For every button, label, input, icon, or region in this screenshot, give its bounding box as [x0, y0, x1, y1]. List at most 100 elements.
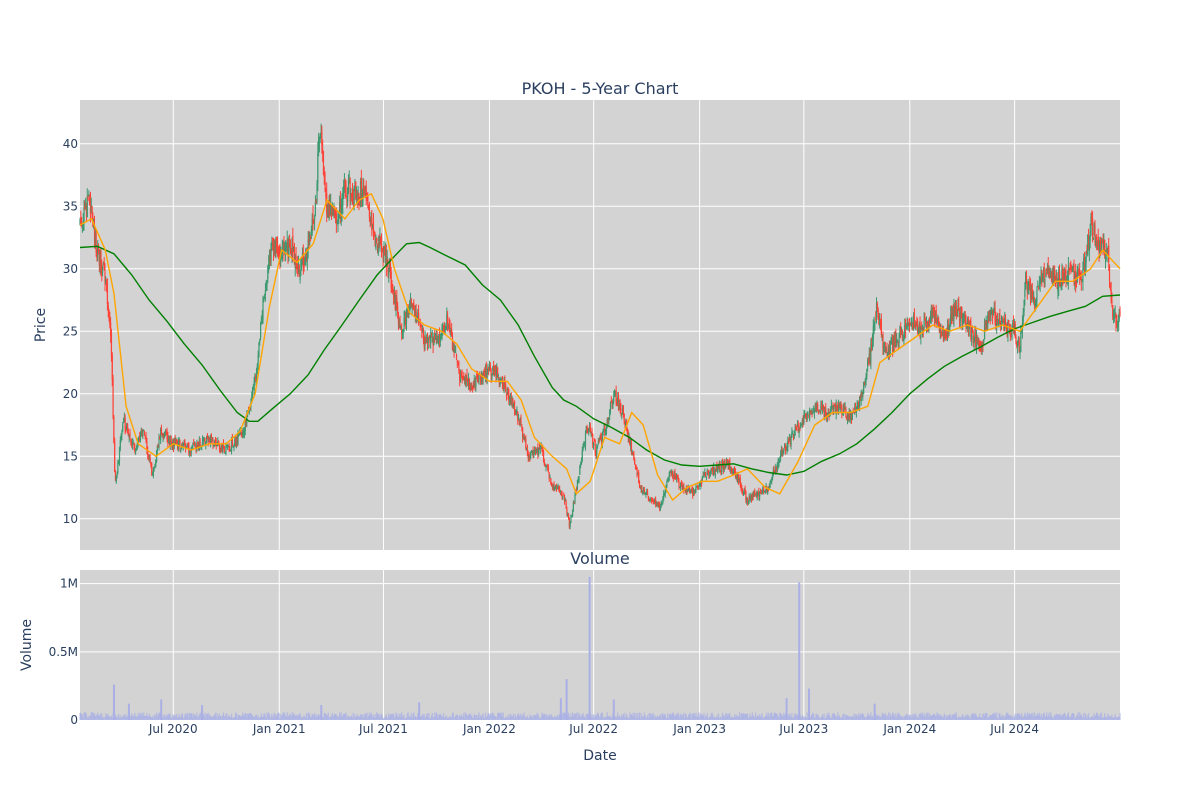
volume-bar	[197, 718, 199, 720]
volume-bar	[813, 717, 816, 720]
candle-body	[1017, 341, 1019, 347]
volume-bar	[306, 718, 308, 720]
volume-bar	[432, 717, 434, 720]
volume-bar	[98, 715, 100, 720]
volume-bar	[655, 716, 657, 720]
volume-bar	[84, 712, 86, 720]
candle-body	[446, 314, 448, 328]
volume-bar	[1108, 715, 1110, 720]
candle-body	[259, 340, 261, 343]
candle-body	[834, 404, 836, 408]
volume-bar	[405, 717, 408, 720]
candle-body	[1062, 271, 1064, 277]
volume-bar	[658, 717, 660, 720]
candle-body	[1053, 272, 1055, 282]
volume-bar	[118, 713, 120, 720]
candle-body	[538, 447, 540, 454]
volume-bar	[567, 714, 569, 720]
candle-body	[314, 217, 316, 220]
candle-body	[877, 309, 879, 318]
candle-body	[110, 334, 113, 357]
candle-body	[444, 327, 446, 332]
volume-plot-area[interactable]	[80, 570, 1120, 720]
candle-body	[455, 354, 458, 360]
candle-body	[871, 343, 873, 349]
candle-body	[1000, 321, 1003, 325]
volume-bar	[902, 718, 904, 720]
volume-bar	[834, 714, 836, 720]
volume-bar	[717, 713, 720, 720]
candle-body	[819, 410, 821, 412]
volume-bar	[569, 716, 571, 720]
volume-bar	[227, 716, 229, 720]
candle-body	[827, 412, 829, 414]
candle-body	[319, 134, 321, 139]
volume-bar	[88, 715, 90, 720]
volume-bar	[538, 715, 540, 720]
candle-body	[1046, 269, 1048, 271]
candle-body	[425, 338, 427, 342]
candle-body	[502, 382, 504, 389]
volume-bar	[426, 713, 429, 720]
candle-body	[530, 450, 533, 452]
volume-bar	[516, 716, 518, 720]
volume-bar	[272, 718, 274, 720]
candle-body	[576, 488, 578, 490]
volume-bar	[990, 714, 992, 720]
volume-bar	[381, 715, 383, 720]
volume-bar	[362, 717, 364, 720]
volume-bar	[309, 717, 312, 720]
volume-bar	[761, 713, 763, 720]
volume-bar	[135, 716, 138, 720]
candle-body	[773, 469, 775, 473]
volume-bar	[166, 714, 168, 720]
candle-body	[179, 440, 181, 450]
volume-bar	[280, 714, 282, 720]
volume-bar	[623, 716, 625, 720]
candle-body	[349, 178, 351, 198]
volume-bar	[233, 717, 235, 720]
volume-bar	[582, 713, 584, 720]
candle-body	[454, 350, 456, 352]
candle-body	[696, 485, 699, 488]
candle-body	[230, 439, 233, 451]
volume-bar	[571, 717, 573, 720]
volume-bar	[646, 714, 649, 720]
volume-bar	[782, 715, 784, 720]
candle-body	[326, 193, 328, 214]
candle-body	[1087, 236, 1090, 248]
candle-body	[563, 494, 566, 502]
candle-body	[558, 487, 560, 490]
candle-body	[980, 347, 982, 349]
volume-bar	[253, 716, 255, 720]
candle-body	[430, 335, 432, 344]
candle-body	[388, 265, 391, 272]
price-plot-area[interactable]	[80, 100, 1120, 550]
volume-bar	[575, 714, 577, 720]
candle-body	[994, 307, 996, 322]
volume-bar	[384, 717, 386, 720]
candle-body	[393, 293, 395, 299]
candle-body	[125, 428, 127, 430]
volume-bar	[934, 715, 936, 720]
candle-body	[293, 247, 295, 251]
candle-body	[1099, 242, 1101, 254]
volume-bar	[385, 714, 387, 720]
volume-bar	[412, 714, 414, 720]
volume-bar	[515, 717, 517, 720]
volume-bar	[401, 712, 403, 720]
candle-body	[1075, 271, 1077, 284]
volume-bar	[555, 717, 557, 720]
candle-body	[488, 364, 491, 371]
candle-body	[653, 501, 655, 504]
candle-body	[875, 319, 877, 320]
candle-body	[1076, 270, 1078, 283]
volume-bar	[1111, 714, 1113, 720]
candle-body	[634, 466, 637, 468]
volume-bar	[734, 716, 737, 720]
volume-bar	[92, 712, 94, 720]
volume-bar	[318, 716, 321, 720]
candle-body	[157, 443, 159, 447]
candle-body	[229, 449, 231, 451]
volume-bar	[973, 713, 975, 720]
